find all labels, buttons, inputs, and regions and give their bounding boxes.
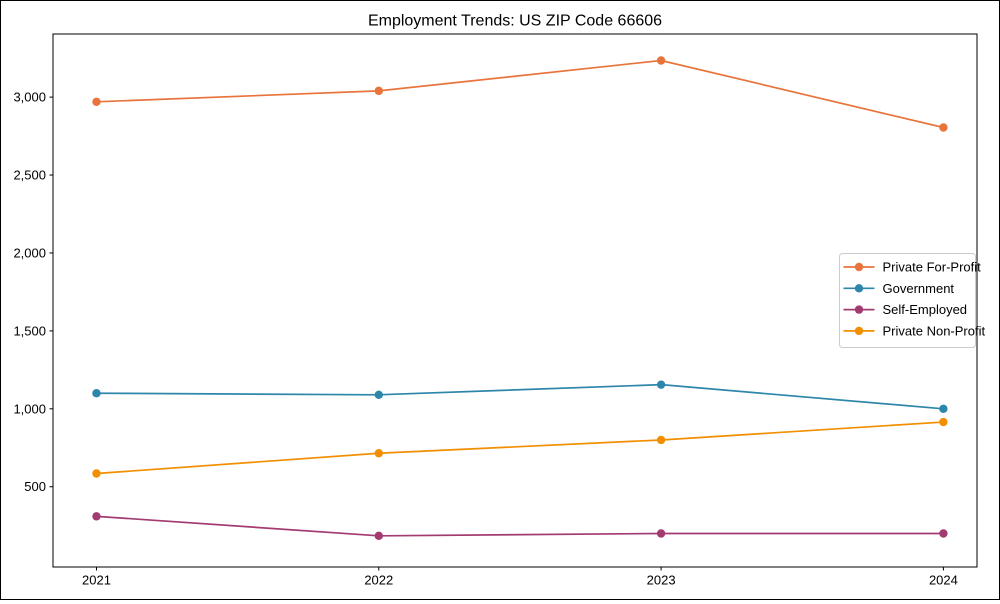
y-tick-label: 500: [24, 479, 46, 494]
data-point-private-for-profit-2023: [656, 56, 666, 65]
series-line-private-non-profit: [96, 421, 944, 475]
plot-area-border: [52, 33, 978, 568]
legend-item-label: Self-Employed: [883, 302, 968, 317]
data-point-private-non-profit-2022: [374, 449, 383, 458]
y-tick-label: 1,000: [13, 401, 46, 416]
data-point-self-employed-2021: [92, 512, 101, 521]
x-tick-label: 2022: [364, 573, 393, 588]
data-point-self-employed-2023: [656, 529, 666, 538]
data-point-private-for-profit-2021: [92, 97, 101, 106]
data-point-self-employed-2024: [939, 529, 948, 538]
chart-title: Employment Trends: US ZIP Code 66606: [368, 13, 662, 30]
data-point-private-for-profit-2024: [939, 123, 948, 132]
data-point-government-2021: [92, 389, 101, 398]
legend: Private For-Profit Government Self-Employe…: [839, 253, 986, 348]
data-point-government-2023: [656, 380, 666, 389]
y-tick-label: 2,500: [13, 168, 46, 183]
legend-item-label: Government: [883, 281, 955, 296]
data-point-private-non-profit-2021: [92, 469, 101, 478]
x-axis: 2021 2022 2023 2024: [82, 567, 958, 588]
data-point-government-2022: [374, 390, 383, 399]
x-tick-label: 2021: [82, 573, 111, 588]
data-point-private-non-profit-2023: [656, 435, 666, 445]
legend-box: [839, 253, 976, 348]
x-tick-label: 2024: [929, 573, 958, 588]
data-point-private-for-profit-2022: [374, 86, 383, 96]
legend-marker: [854, 326, 864, 336]
series-line-self-employed: [96, 515, 944, 537]
legend-item-label: Private Non-Profit: [883, 323, 986, 338]
series-self-employed: [92, 512, 948, 541]
legend-marker: [854, 284, 864, 293]
series-government: [92, 380, 948, 414]
y-tick-label: 1,500: [13, 323, 46, 338]
series-private-for-profit: [92, 56, 948, 132]
data-point-self-employed-2022: [374, 531, 383, 541]
legend-item: Government: [843, 281, 955, 296]
data-point-private-non-profit-2024: [939, 417, 948, 427]
series-private-non-profit: [92, 417, 948, 478]
y-tick-label: 2,000: [13, 245, 46, 260]
data-point-government-2024: [939, 404, 948, 414]
y-axis: 500 1,000 1,500 2,000 2,500 3,000: [13, 90, 53, 494]
series-line-private-for-profit: [96, 59, 944, 129]
legend-item: Private For-Profit: [843, 260, 982, 275]
legend-item: Private Non-Profit: [843, 323, 986, 338]
legend-item-label: Private For-Profit: [883, 260, 982, 275]
y-tick-label: 3,000: [13, 90, 46, 105]
legend-marker: [854, 262, 864, 272]
series-line-government: [96, 383, 944, 410]
legend-item: Self-Employed: [843, 302, 968, 317]
x-tick-label: 2023: [647, 573, 676, 588]
legend-marker: [854, 305, 864, 314]
